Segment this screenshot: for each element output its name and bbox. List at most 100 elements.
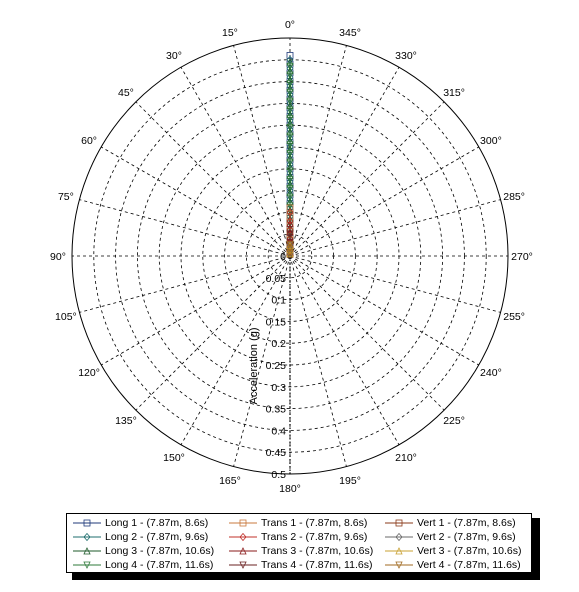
data-point (286, 132, 294, 140)
grid-spoke (289, 255, 479, 366)
grid-spoke (79, 199, 291, 257)
data-point (395, 561, 403, 569)
radial-tick-label: 0.45 (266, 447, 287, 459)
radial-tick-label: 0.4 (271, 425, 286, 437)
grid-spoke (289, 45, 347, 257)
grid-spoke (101, 146, 291, 257)
radial-tick-label: 0.2 (271, 338, 286, 350)
angle-tick-label: 240° (480, 367, 502, 379)
radial-tick-label: 0 (280, 251, 286, 263)
grid-spoke (289, 199, 501, 257)
data-point (286, 123, 294, 132)
angle-tick-label: 315° (443, 87, 465, 99)
angle-tick-label: 165° (219, 475, 241, 487)
data-point (83, 519, 91, 527)
angle-tick-label: 270° (511, 251, 533, 263)
radial-tick-label: 0.25 (266, 360, 287, 372)
data-point (286, 115, 294, 123)
grid-spoke (135, 101, 291, 257)
legend-symbol (229, 561, 257, 569)
grid-spoke (289, 255, 400, 445)
legend-symbol (229, 547, 257, 555)
data-point (286, 62, 294, 71)
data-point (395, 519, 403, 527)
legend-label: Long 3 - (7.87m, 10.6s) (105, 545, 215, 557)
grid-spoke (289, 255, 347, 467)
radial-axis-title: Acceleration (g) (248, 327, 260, 404)
data-point (286, 150, 294, 158)
radial-tick-label: 0.35 (266, 404, 287, 416)
data-point (286, 249, 294, 257)
grid-spoke (180, 255, 291, 445)
legend-symbol (229, 532, 257, 542)
legend-symbol (73, 561, 101, 569)
polar-grid (71, 37, 509, 475)
data-point (286, 185, 294, 193)
angle-tick-label: 45° (118, 87, 134, 99)
legend-label: Trans 3 - (7.87m, 10.6s) (261, 545, 374, 557)
angle-tick-label: 75° (58, 191, 74, 203)
angle-tick-label: 105° (55, 311, 77, 323)
angle-tick-label: 30° (166, 50, 182, 62)
angle-tick-label: 255° (503, 311, 525, 323)
data-point (395, 532, 403, 542)
data-point (239, 547, 247, 555)
angle-tick-label: 150° (163, 452, 185, 464)
data-point (286, 204, 294, 212)
radial-tick-label: 0.15 (266, 316, 287, 328)
polar-chart: 0° 15° 30° 45° 60° 75° 90° 105° 120° 135° 150° 165°… (50, 19, 533, 495)
legend-label: Trans 4 - (7.87m, 11.6s) (261, 559, 373, 571)
angle-tick-label: 345° (339, 27, 361, 39)
legend-symbol (385, 532, 413, 542)
data-point (83, 547, 91, 555)
angle-tick-label: 195° (339, 475, 361, 487)
angle-tick-label: 210° (395, 452, 417, 464)
angle-tick-label: 285° (503, 191, 525, 203)
data-point (286, 167, 294, 175)
data-point (286, 245, 294, 253)
data-point (286, 241, 294, 249)
angle-tick-label: 15° (222, 27, 238, 39)
legend-label: Long 4 - (7.87m, 11.6s) (105, 559, 214, 571)
angle-tick-label: 135° (115, 415, 137, 427)
radial-tick-label: 0.3 (271, 382, 286, 394)
grid-spoke (101, 255, 291, 366)
legend-symbol (73, 519, 101, 527)
data-point (286, 97, 294, 106)
legend-symbol (385, 561, 413, 569)
data-point (286, 208, 294, 217)
data-point (286, 71, 294, 79)
legend-symbol (385, 547, 413, 555)
legend-label: Vert 4 - (7.87m, 11.6s) (417, 559, 521, 571)
data-point (286, 158, 294, 167)
data-point (83, 532, 91, 542)
angle-tick-label: 330° (395, 50, 417, 62)
legend-label: Long 2 - (7.87m, 9.6s) (105, 531, 209, 543)
data-point (286, 58, 294, 66)
data-point (239, 519, 247, 527)
data-point (83, 561, 91, 569)
grid-spoke (289, 101, 445, 257)
legend-label: Long 1 - (7.87m, 8.6s) (105, 517, 209, 529)
legend-label: Trans 1 - (7.87m, 8.6s) (261, 517, 368, 529)
grid-spoke (289, 255, 501, 313)
data-point (286, 230, 294, 239)
data-point (286, 80, 294, 88)
radial-tick-label: 0.05 (266, 273, 287, 285)
angle-tick-label: 180° (279, 483, 301, 495)
series-11 (286, 241, 294, 257)
angle-tick-label: 120° (78, 367, 100, 379)
angle-tick-label: 0° (285, 19, 295, 31)
data-point (286, 106, 294, 114)
legend-label: Vert 2 - (7.87m, 9.6s) (417, 531, 516, 543)
angle-tick-label: 300° (480, 135, 502, 147)
grid-spoke (135, 255, 291, 411)
legend-label: Trans 2 - (7.87m, 9.6s) (261, 531, 368, 543)
grid-spoke (289, 67, 400, 257)
grid-spoke (289, 255, 445, 411)
legend-symbol (385, 519, 413, 527)
data-point (239, 561, 247, 569)
data-point (395, 547, 403, 555)
data-point (286, 219, 294, 227)
grid-spoke (289, 146, 479, 257)
